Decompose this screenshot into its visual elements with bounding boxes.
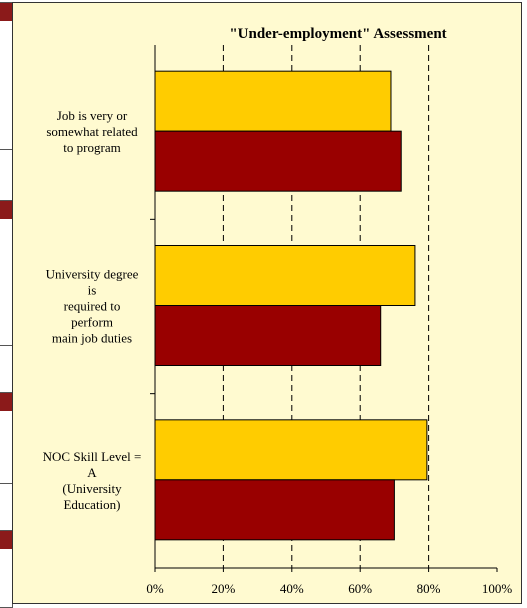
category-label: to program: [63, 140, 120, 155]
x-tick-label: 40%: [280, 581, 304, 596]
category-label: Job is very or: [57, 108, 128, 123]
x-tick-label: 20%: [211, 581, 235, 596]
chart-title: "Under-employment" Assessment: [229, 26, 446, 42]
category-label: (University: [62, 481, 122, 496]
bar: [154, 70, 392, 132]
x-tick-label: 0%: [146, 581, 164, 596]
bar: [154, 479, 395, 541]
category-label: is: [88, 283, 97, 298]
category-label: Education): [63, 497, 120, 512]
bar: [154, 245, 416, 306]
category-label: NOC Skill Level =: [43, 449, 142, 464]
bar: [154, 419, 428, 481]
category-label: A: [87, 465, 97, 480]
x-tick-label: 100%: [482, 581, 513, 596]
x-tick-label: 80%: [417, 581, 441, 596]
category-label: perform: [71, 315, 113, 330]
bar: [154, 130, 402, 192]
category-label: required to: [64, 299, 121, 314]
x-tick-label: 60%: [348, 581, 372, 596]
bar: [154, 305, 382, 366]
category-label: main job duties: [52, 331, 132, 346]
category-label: somewhat related: [46, 124, 138, 139]
category-label: University degree: [46, 267, 139, 282]
